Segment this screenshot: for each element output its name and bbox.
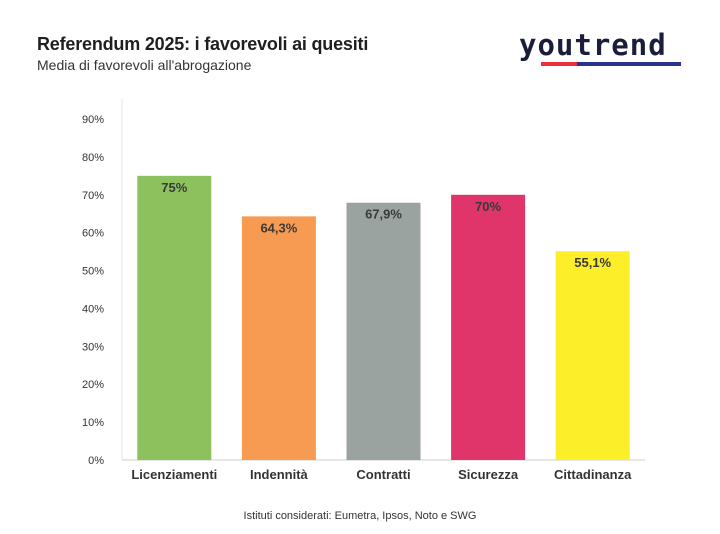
bar xyxy=(555,251,630,460)
bar xyxy=(137,175,212,461)
bar-value-label: 64,3% xyxy=(260,220,297,235)
youtrend-logo: youtrend xyxy=(519,28,684,70)
category-label: Indennità xyxy=(250,467,309,482)
y-tick-label: 60% xyxy=(82,228,104,240)
logo-underline-blue xyxy=(577,62,681,66)
y-tick-label: 70% xyxy=(82,190,104,202)
category-label: Sicurezza xyxy=(458,467,519,482)
y-tick-label: 50% xyxy=(82,266,104,278)
category-label: Licenziamenti xyxy=(131,467,217,482)
bar-value-label: 70% xyxy=(475,199,501,214)
bar xyxy=(241,216,316,460)
y-tick-label: 90% xyxy=(82,114,104,126)
y-tick-label: 10% xyxy=(82,417,104,429)
y-tick-label: 80% xyxy=(82,152,104,164)
y-axis: 0% 10% 20% 30% 40% 50% 60% 70% 80% 90% xyxy=(82,99,645,467)
logo-underline-red xyxy=(541,62,577,66)
source-note: Istituti considerati: Eumetra, Ipsos, No… xyxy=(243,510,477,522)
y-tick-label: 40% xyxy=(82,303,104,315)
bar-value-label: 75% xyxy=(161,180,187,195)
category-label: Cittadinanza xyxy=(554,467,632,482)
chart-title: Referendum 2025: i favorevoli ai quesiti xyxy=(37,34,369,54)
bars: 75% 64,3% 67,9% 70% 55,1% xyxy=(137,175,630,461)
bar-value-label: 67,9% xyxy=(365,207,402,222)
chart-subtitle: Media di favorevoli all'abrogazione xyxy=(37,57,252,73)
y-tick-label: 30% xyxy=(82,341,104,353)
bar-value-label: 55,1% xyxy=(574,255,611,270)
logo-wordmark: youtrend xyxy=(519,28,667,62)
category-label: Contratti xyxy=(356,467,410,482)
bar xyxy=(451,194,526,460)
y-tick-label: 0% xyxy=(88,455,104,467)
bar xyxy=(346,202,421,461)
x-axis-labels: Licenziamenti Indennità Contratti Sicurezza… xyxy=(131,467,632,482)
y-tick-label: 20% xyxy=(82,379,104,391)
